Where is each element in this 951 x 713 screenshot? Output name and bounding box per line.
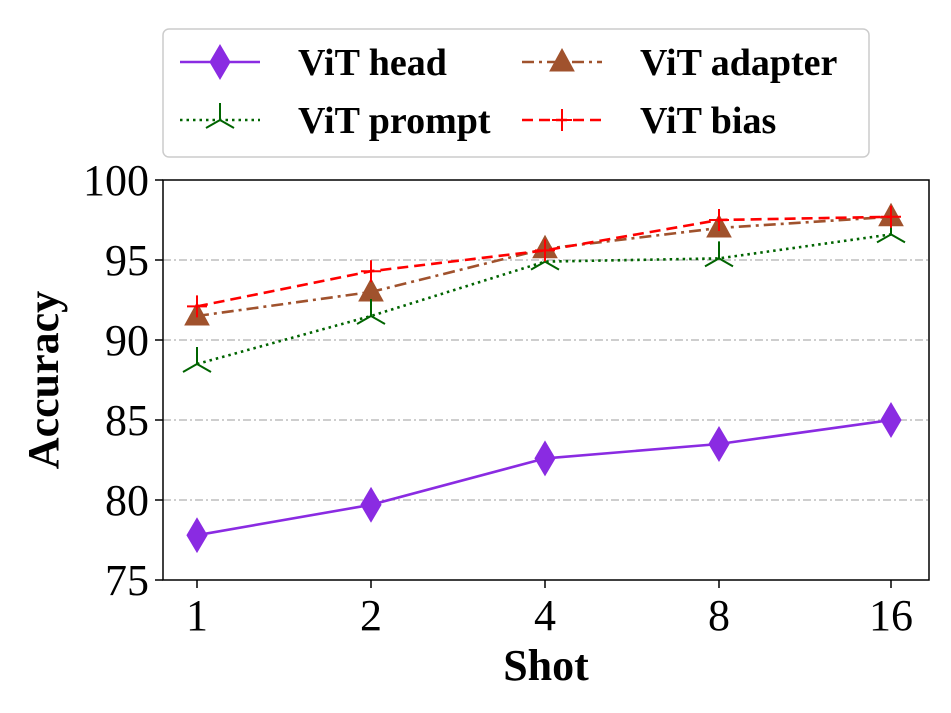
legend-marker bbox=[552, 109, 572, 131]
data-point bbox=[535, 239, 555, 262]
legend-label: ViT bias bbox=[640, 100, 776, 142]
data-point bbox=[182, 347, 212, 373]
x-axis-label: Shot bbox=[503, 641, 589, 690]
data-point bbox=[361, 260, 381, 283]
data-point bbox=[708, 426, 730, 462]
legend-marker bbox=[209, 44, 231, 80]
data-point bbox=[186, 517, 208, 554]
data-point bbox=[534, 440, 556, 477]
x-axis-ticks: 1 2 4 8 16 bbox=[186, 580, 913, 640]
data-point bbox=[880, 402, 902, 438]
data-point bbox=[360, 486, 382, 523]
legend-marker bbox=[549, 47, 575, 72]
y-tick-label: 75 bbox=[105, 556, 149, 605]
x-tick-label: 8 bbox=[708, 591, 730, 640]
y-tick-label: 100 bbox=[83, 156, 149, 205]
legend: ViT head ViT adapter ViT prompt ViT bias bbox=[162, 28, 870, 158]
data-point bbox=[704, 241, 734, 268]
series-vit-prompt bbox=[182, 217, 906, 373]
series-line bbox=[196, 215, 892, 308]
legend-entry: ViT prompt bbox=[180, 100, 491, 142]
legend-label: ViT prompt bbox=[298, 100, 491, 142]
series-lines bbox=[182, 202, 906, 554]
series-line bbox=[196, 418, 892, 537]
data-point bbox=[881, 205, 901, 228]
series-line bbox=[196, 215, 892, 318]
legend-frame bbox=[162, 28, 870, 158]
legend-entry: ViT bias bbox=[522, 100, 776, 142]
legend-entry: ViT head bbox=[180, 42, 447, 84]
y-axis-ticks: 75 80 85 90 95 100 bbox=[83, 156, 163, 605]
y-tick-label: 80 bbox=[105, 476, 149, 525]
x-tick-label: 1 bbox=[186, 591, 208, 640]
y-axis-label: Accuracy bbox=[19, 291, 68, 469]
legend-entry: ViT adapter bbox=[522, 42, 838, 84]
plot-area-frame bbox=[162, 179, 930, 581]
series-vit-bias bbox=[187, 205, 901, 318]
series-vit-adapter bbox=[184, 202, 904, 326]
x-tick-label: 2 bbox=[360, 591, 382, 640]
y-tick-label: 90 bbox=[105, 316, 149, 365]
data-point bbox=[709, 209, 729, 231]
data-point bbox=[187, 295, 207, 318]
legend-label: ViT head bbox=[298, 42, 447, 84]
y-tick-label: 85 bbox=[105, 396, 149, 445]
legend-marker bbox=[205, 103, 235, 129]
x-tick-label: 16 bbox=[869, 591, 913, 640]
y-tick-label: 95 bbox=[105, 236, 149, 285]
legend-label: ViT adapter bbox=[640, 42, 838, 84]
x-tick-label: 4 bbox=[534, 591, 556, 640]
data-point bbox=[356, 299, 386, 325]
series-vit-head bbox=[186, 402, 902, 554]
